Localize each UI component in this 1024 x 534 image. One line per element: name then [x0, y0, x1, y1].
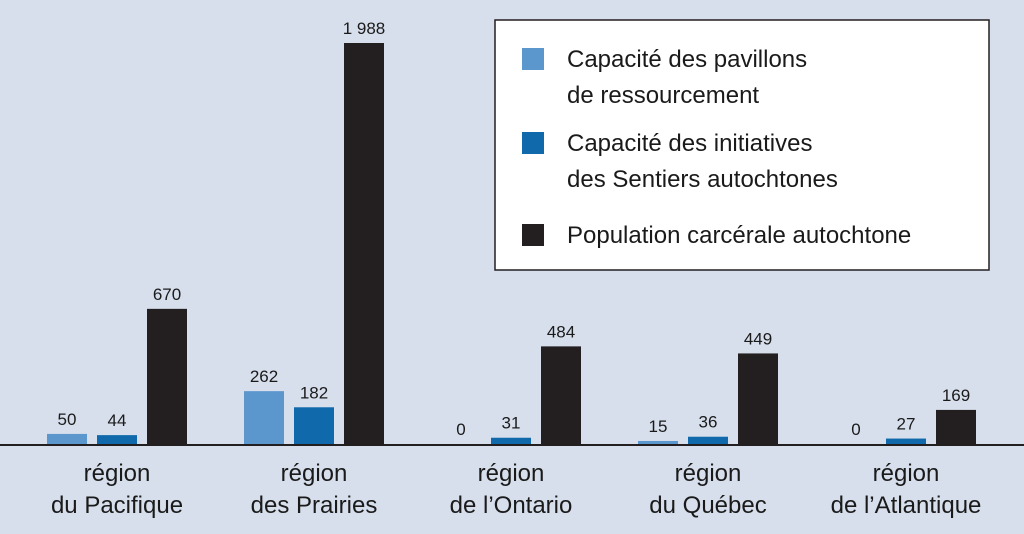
category-label: du Pacifique	[51, 492, 183, 519]
category-labels-layer: région du Pacifique région des Prairies régi…	[51, 460, 981, 519]
legend-swatch	[522, 224, 544, 246]
bar	[47, 433, 87, 444]
data-label: 44	[108, 411, 127, 430]
category-label: région	[281, 460, 348, 487]
legend-label: Capacité des initiatives	[567, 130, 812, 157]
legend-label: des Sentiers autochtones	[567, 166, 838, 193]
bars-layer	[47, 43, 976, 444]
data-label: 27	[897, 415, 916, 434]
legend-label: de ressourcement	[567, 82, 759, 109]
category-label: de l’Ontario	[450, 492, 573, 519]
data-label: 31	[502, 414, 521, 433]
data-label: 36	[699, 413, 718, 432]
legend: Capacité des pavillons de ressourcement Ca…	[494, 19, 990, 271]
bar	[688, 436, 728, 444]
legend-swatch	[522, 132, 544, 154]
category-label: du Québec	[649, 492, 766, 519]
category-label: des Prairies	[251, 492, 378, 519]
data-label: 169	[942, 386, 970, 405]
bar	[147, 308, 187, 444]
category-label: région	[873, 460, 940, 487]
legend-label: Capacité des pavillons	[567, 46, 807, 73]
legend-box	[494, 19, 990, 271]
bar	[294, 407, 334, 444]
data-label: 670	[153, 285, 181, 304]
legend-swatch	[522, 48, 544, 70]
bar	[738, 353, 778, 444]
category-label: de l’Atlantique	[831, 492, 982, 519]
data-label: 449	[744, 329, 772, 348]
bar	[936, 409, 976, 444]
legend-label: Population carcérale autochtone	[567, 222, 911, 249]
category-label: région	[478, 460, 545, 487]
data-label: 1 988	[343, 19, 386, 38]
bar	[541, 346, 581, 444]
data-label: 0	[456, 420, 465, 439]
value-labels-layer: 50 44 670 262 182 1 988 0 31 484 15 36 449 0 27 169	[58, 19, 971, 439]
bar	[886, 438, 926, 444]
data-label: 484	[547, 322, 575, 341]
data-label: 50	[58, 410, 77, 429]
category-label: région	[84, 460, 151, 487]
data-label: 262	[250, 367, 278, 386]
data-label: 0	[851, 420, 860, 439]
bar	[638, 440, 678, 444]
data-label: 15	[649, 417, 668, 436]
category-label: région	[675, 460, 742, 487]
bar	[344, 43, 384, 444]
bar	[244, 391, 284, 444]
bar	[491, 437, 531, 444]
data-label: 182	[300, 383, 328, 402]
bar	[97, 435, 137, 444]
